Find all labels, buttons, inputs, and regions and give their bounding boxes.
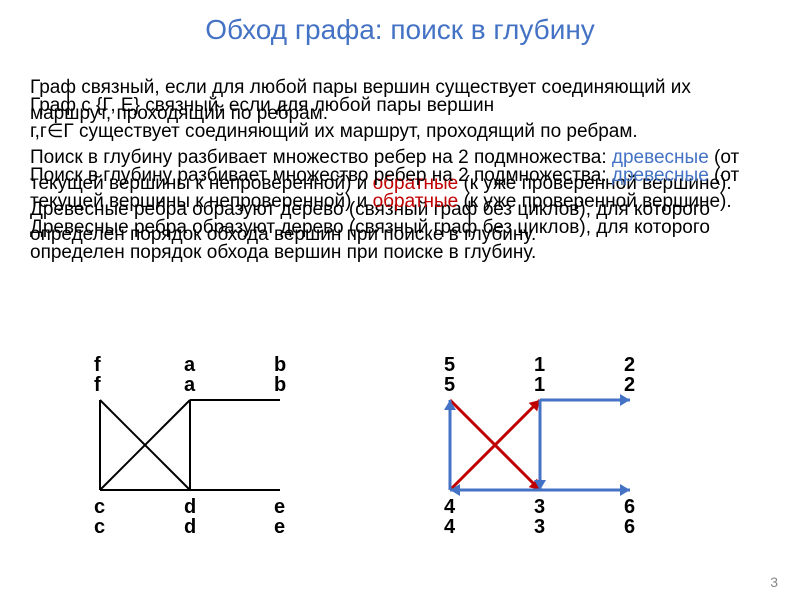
vertex-label: 4 [444,516,455,539]
vertex-label: e [274,516,285,539]
vertex-label: 6 [624,516,635,539]
vertex-label: f [94,374,101,397]
vertex-label: c [94,516,105,539]
graphs-area: ffaabbccddee 551122443366 [70,360,730,560]
vertex-label: 4 [444,496,455,519]
vertex-label: d [184,516,196,539]
graph-right-svg [420,360,680,540]
vertex-label: e [274,496,285,519]
page-number: 3 [770,574,778,590]
graph-left-svg [70,360,330,540]
vertex-label: a [184,374,195,397]
vertex-label: 3 [534,496,545,519]
page-title: Обход графа: поиск в глубину [0,0,800,46]
vertex-label: b [274,374,286,397]
vertex-label: 1 [534,374,545,397]
vertex-label: 6 [624,496,635,519]
vertex-label: 5 [444,374,455,397]
vertex-label: d [184,496,196,519]
para-1b: Граф с {Г, Е} связный, если для любой па… [30,93,770,144]
para-2b: Поиск в глубину разбивает множество ребе… [30,163,770,266]
vertex-label: 2 [624,374,635,397]
text-layer-2: Граф с {Г, Е} связный, если для любой па… [30,74,770,285]
vertex-label: c [94,496,105,519]
vertex-label: 3 [534,516,545,539]
